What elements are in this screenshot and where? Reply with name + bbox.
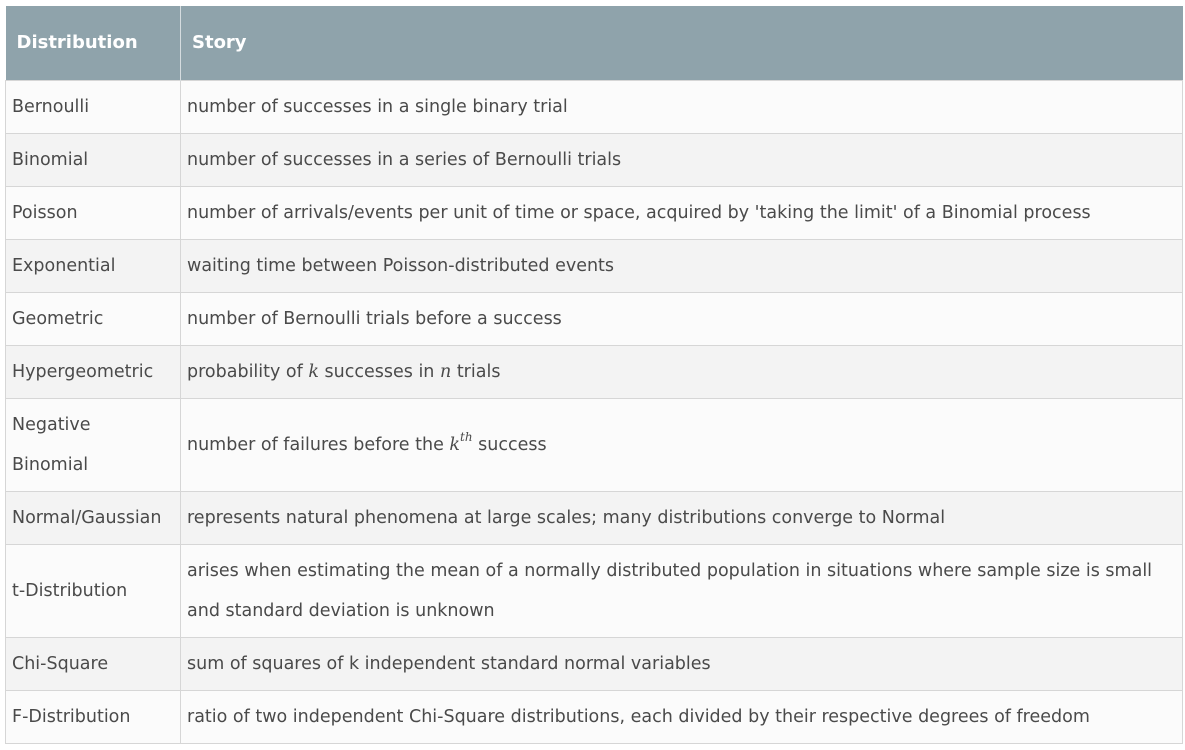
distribution-story: sum of squares of k independent standard… [180, 636, 1183, 691]
header-row: Distribution Story [5, 6, 1183, 80]
distribution-story: waiting time between Poisson-distributed… [180, 238, 1183, 293]
table-row: Binomial number of successes in a series… [5, 132, 1183, 187]
header-distribution: Distribution [5, 6, 181, 80]
distribution-table: Distribution Story Bernoulli number of s… [5, 6, 1183, 744]
story-text: success [472, 434, 547, 455]
distribution-story: number of Bernoulli trials before a succ… [180, 291, 1183, 346]
math-variable-k: k [308, 361, 319, 382]
header-story: Story [180, 6, 1183, 80]
table-row: Bernoulli number of successes in a singl… [5, 79, 1183, 134]
distribution-story: number of successes in a single binary t… [180, 79, 1183, 134]
table-row: Geometric number of Bernoulli trials bef… [5, 291, 1183, 346]
math-variable-k: k [449, 434, 461, 455]
story-text: probability of [187, 361, 309, 382]
table-row: Chi-Square sum of squares of k independe… [5, 636, 1183, 691]
table-row: Poisson number of arrivals/events per un… [5, 185, 1183, 240]
table-row: Hypergeometric probability of k successe… [5, 344, 1183, 399]
distribution-name: Hypergeometric [5, 344, 181, 399]
distribution-table-container: Distribution Story Bernoulli number of s… [5, 6, 1183, 744]
distribution-story: number of failures before the kth succes… [180, 397, 1183, 492]
story-text: trials [451, 361, 501, 382]
distribution-name: Exponential [5, 238, 181, 293]
table-row: F-Distribution ratio of two independent … [5, 689, 1183, 744]
table-body: Bernoulli number of successes in a singl… [5, 79, 1183, 744]
table-header: Distribution Story [5, 6, 1183, 80]
name-line: Binomial [12, 454, 89, 475]
name-line: Negative [12, 414, 91, 435]
distribution-story: number of successes in a series of Berno… [180, 132, 1183, 187]
math-variable-n: n [439, 361, 452, 382]
distribution-name: F-Distribution [5, 689, 181, 744]
distribution-story: number of arrivals/events per unit of ti… [180, 185, 1183, 240]
distribution-name: t-Distribution [5, 543, 181, 638]
table-row: Exponential waiting time between Poisson… [5, 238, 1183, 293]
distribution-name: Bernoulli [5, 79, 181, 134]
table-row: t-Distribution arises when estimating th… [5, 543, 1183, 638]
distribution-story: represents natural phenomena at large sc… [180, 490, 1183, 545]
story-text: successes in [318, 361, 440, 382]
table-row: Normal/Gaussian represents natural pheno… [5, 490, 1183, 545]
distribution-story: probability of k successes in n trials [180, 344, 1183, 399]
distribution-name: Negative Binomial [5, 397, 181, 492]
distribution-name: Geometric [5, 291, 181, 346]
distribution-name: Poisson [5, 185, 181, 240]
distribution-name: Normal/Gaussian [5, 490, 181, 545]
math-superscript-th: th [460, 429, 473, 444]
story-text: number of failures before the [187, 434, 450, 455]
distribution-story: ratio of two independent Chi-Square dist… [180, 689, 1183, 744]
distribution-story: arises when estimating the mean of a nor… [180, 543, 1183, 638]
distribution-name: Chi-Square [5, 636, 181, 691]
distribution-name: Binomial [5, 132, 181, 187]
table-row: Negative Binomial number of failures befo… [5, 397, 1183, 492]
